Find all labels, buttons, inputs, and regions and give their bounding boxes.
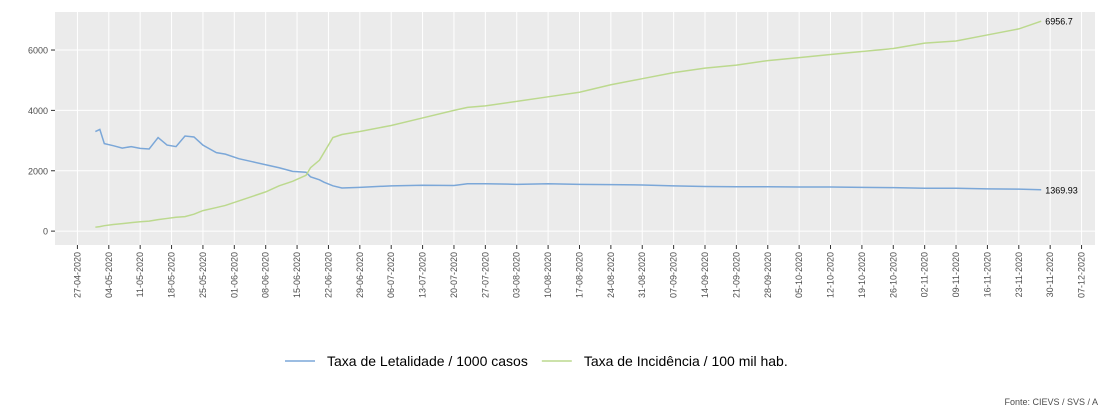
x-tick-label: 08-06-2020 bbox=[261, 252, 271, 298]
x-tick-label: 01-06-2020 bbox=[229, 252, 239, 298]
x-tick-label: 27-04-2020 bbox=[72, 252, 82, 298]
x-tick-label: 07-12-2020 bbox=[1077, 252, 1087, 298]
x-tick-label: 22-06-2020 bbox=[323, 252, 333, 298]
x-tick-label: 05-10-2020 bbox=[794, 252, 804, 298]
legend: Taxa de Letalidade / 1000 casos Taxa de I… bbox=[285, 353, 788, 369]
x-tick-label: 24-08-2020 bbox=[606, 252, 616, 298]
y-tick-label: 0 bbox=[43, 227, 48, 237]
x-tick-label: 20-07-2020 bbox=[449, 252, 459, 298]
x-tick-label: 21-09-2020 bbox=[731, 252, 741, 298]
x-tick-label: 07-09-2020 bbox=[669, 252, 679, 298]
x-tick-label: 17-08-2020 bbox=[574, 252, 584, 298]
end-label: 6956.7 bbox=[1045, 17, 1073, 27]
x-tick-label: 12-10-2020 bbox=[826, 252, 836, 298]
x-tick-label: 27-07-2020 bbox=[480, 252, 490, 298]
x-tick-label: 14-09-2020 bbox=[700, 252, 710, 298]
x-tick-label: 02-11-2020 bbox=[920, 252, 930, 297]
x-tick-label: 29-06-2020 bbox=[355, 252, 365, 298]
data-line bbox=[95, 20, 1042, 228]
x-tick-label: 06-07-2020 bbox=[386, 252, 396, 298]
x-tick-label: 11-05-2020 bbox=[135, 252, 145, 297]
y-tick-label: 6000 bbox=[28, 46, 48, 56]
legend-label: Taxa de Letalidade / 1000 casos bbox=[327, 353, 528, 369]
x-tick-label: 26-10-2020 bbox=[888, 252, 898, 298]
y-tick-label: 2000 bbox=[28, 166, 48, 176]
x-tick-label: 15-06-2020 bbox=[292, 252, 302, 298]
end-label: 1369.93 bbox=[1045, 185, 1078, 195]
x-tick-label: 25-05-2020 bbox=[198, 252, 208, 298]
x-tick-label: 03-08-2020 bbox=[512, 252, 522, 298]
x-tick-label: 31-08-2020 bbox=[637, 252, 647, 298]
x-tick-label: 30-11-2020 bbox=[1045, 252, 1055, 297]
y-tick-label: 4000 bbox=[28, 106, 48, 116]
legend-label: Taxa de Incidência / 100 mil hab. bbox=[584, 353, 788, 369]
x-tick-label: 19-10-2020 bbox=[857, 252, 867, 298]
panel-background bbox=[55, 12, 1095, 245]
x-tick-label: 28-09-2020 bbox=[763, 252, 773, 298]
x-tick-label: 18-05-2020 bbox=[167, 252, 177, 298]
x-tick-label: 13-07-2020 bbox=[418, 252, 428, 298]
x-tick-label: 23-11-2020 bbox=[1014, 252, 1024, 297]
data-line bbox=[95, 128, 1042, 191]
x-tick-label: 16-11-2020 bbox=[982, 252, 992, 297]
x-tick-label: 10-08-2020 bbox=[543, 252, 553, 298]
x-tick-label: 04-05-2020 bbox=[104, 252, 114, 298]
source-note: Fonte: CIEVS / SVS / A bbox=[1004, 397, 1098, 407]
x-tick-label: 09-11-2020 bbox=[951, 252, 961, 297]
